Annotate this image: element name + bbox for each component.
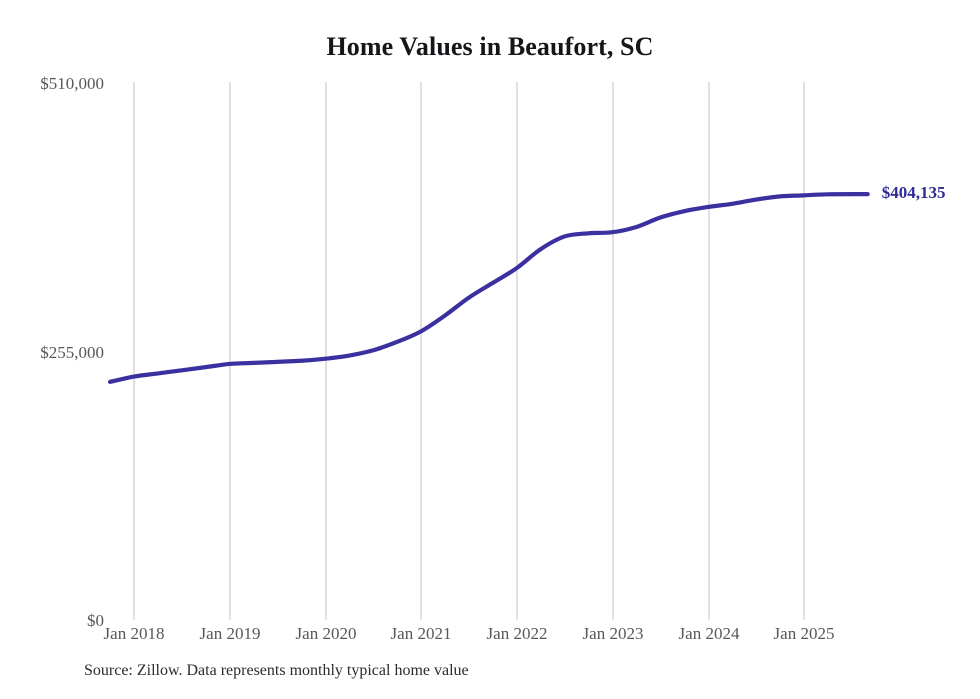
x-axis-tick-jan-2019: Jan 2019	[199, 624, 261, 643]
x-axis-tick-jan-2018: Jan 2018	[103, 624, 165, 643]
x-axis-tick-jan-2021: Jan 2021	[390, 624, 452, 643]
chart-title: Home Values in Beaufort, SC	[326, 32, 654, 61]
x-axis-tick-jan-2023: Jan 2023	[582, 624, 644, 643]
end-value-annotation: $404,135	[881, 183, 946, 203]
source-note: Source: Zillow. Data represents monthly …	[84, 662, 469, 679]
y-axis-tick-top: $510,000	[40, 74, 104, 93]
x-axis-tick-jan-2025: Jan 2025	[773, 624, 835, 643]
y-axis-tick-bottom: $0	[87, 611, 104, 630]
gridlines	[133, 82, 805, 620]
home-value-line	[107, 192, 870, 384]
x-axis-tick-jan-2024: Jan 2024	[678, 624, 740, 643]
x-axis-tick-jan-2022: Jan 2022	[486, 624, 548, 643]
x-axis-tick-jan-2020: Jan 2020	[295, 624, 357, 643]
y-axis-tick-mid: $255,000	[40, 343, 104, 362]
